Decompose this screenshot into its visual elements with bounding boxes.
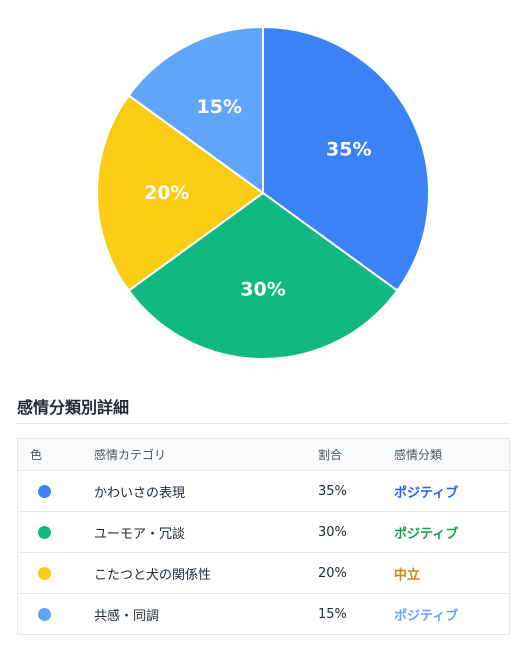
table-row: かわいさの表現 35% ポジティブ — [17, 470, 510, 512]
table-header-row: 色 感情カテゴリ 割合 感情分類 — [17, 438, 510, 471]
ratio-cell: 35% — [318, 470, 394, 512]
ratio-cell: 15% — [318, 606, 347, 622]
category-cell: 共感・同調 — [94, 608, 160, 624]
table-row: ユーモア・冗談 30% ポジティブ — [17, 511, 510, 553]
table-row: 共感・同調 15% ポジティブ — [18, 594, 510, 635]
pie-chart: 35% 30% 20% 15% — [96, 25, 430, 360]
color-swatch-dot — [38, 525, 51, 539]
sentiment-cell: ポジティブ — [394, 608, 459, 624]
color-swatch-dot — [38, 607, 51, 621]
table-row: こたつと犬の関係性 20% 中立 — [17, 552, 510, 594]
ratio-cell: 20% — [318, 552, 394, 594]
sentiment-cell: ポジティブ — [394, 470, 510, 512]
color-swatch-dot — [38, 484, 51, 498]
ratio-cell: 30% — [318, 511, 394, 553]
color-swatch-dot — [38, 566, 51, 580]
section-title: 感情分類別詳細 — [17, 398, 130, 417]
pie-chart-svg: 35% 30% 20% 15% — [96, 25, 430, 360]
pie-slice-label-1: 35% — [326, 138, 371, 160]
pie-slice-2 — [127, 191, 399, 360]
title-divider — [17, 423, 510, 424]
header-sentiment: 感情分類 — [394, 438, 510, 471]
pie-slice-label-2: 30% — [240, 278, 285, 300]
sentiment-cell: 中立 — [394, 552, 510, 594]
pie-slice-label-3: 20% — [144, 182, 189, 204]
category-cell: かわいさの表現 — [94, 470, 318, 512]
header-category: 感情カテゴリ — [94, 438, 318, 471]
header-ratio: 割合 — [318, 438, 394, 471]
pie-slice-3 — [96, 94, 265, 292]
pie-slice-1 — [262, 25, 430, 292]
pie-slice-4 — [127, 25, 264, 195]
category-cell: ユーモア・冗談 — [94, 511, 318, 553]
sentiment-cell: ポジティブ — [394, 511, 510, 553]
category-cell: こたつと犬の関係性 — [94, 552, 318, 594]
detail-table: 色 感情カテゴリ 割合 感情分類 かわいさの表現 35% ポジティブ ユーモア・… — [17, 438, 510, 635]
pie-slice-label-4: 15% — [197, 96, 242, 118]
header-color: 色 — [17, 438, 94, 471]
